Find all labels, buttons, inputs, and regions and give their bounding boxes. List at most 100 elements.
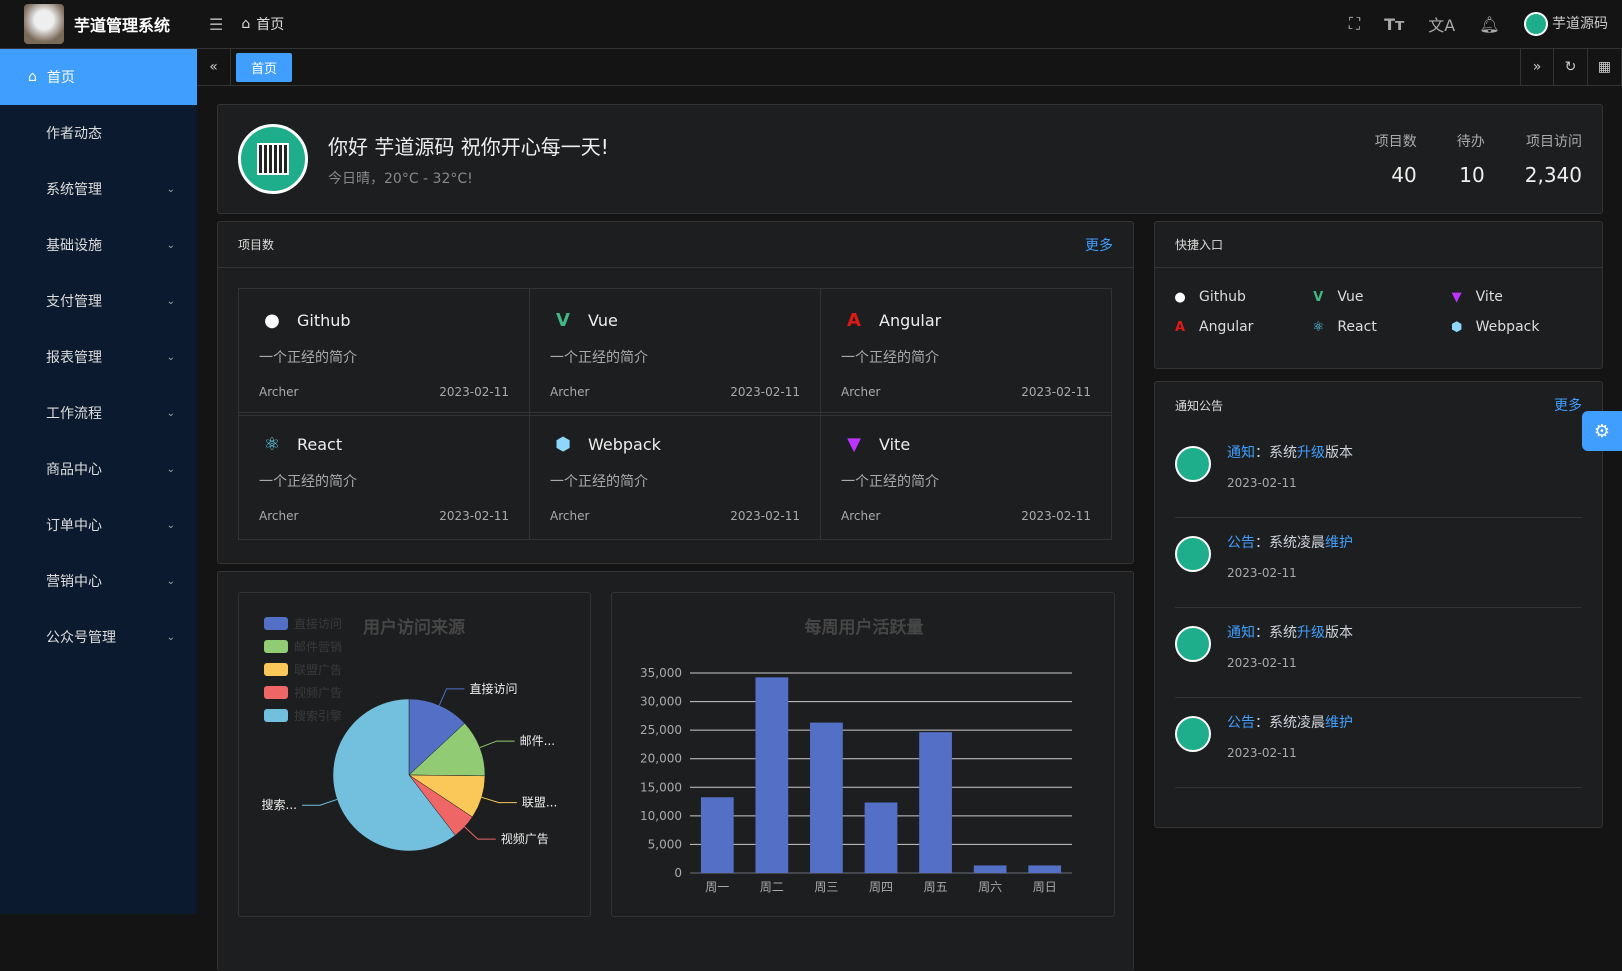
legend-label: 搜索引擎 — [294, 708, 342, 723]
projects-more-link[interactable]: 更多 — [1085, 235, 1113, 255]
legend-label: 直接访问 — [294, 616, 342, 631]
project-name: React — [297, 435, 342, 454]
project-name: Vite — [879, 435, 910, 454]
home-icon: ⌂ — [28, 69, 37, 85]
sidebar-item[interactable]: ⌂首页 — [0, 49, 197, 105]
project-desc: 一个正经的简介 — [550, 347, 800, 367]
font-size-icon[interactable]: Tт — [1384, 15, 1404, 34]
sidebar-item[interactable]: 作者动态 — [0, 105, 197, 161]
sidebar-item[interactable]: 订单中心⌄ — [0, 497, 197, 553]
notice-text: ：系统 — [1255, 445, 1297, 461]
sidebar-item[interactable]: 支付管理⌄ — [0, 273, 197, 329]
x-tick-label: 周日 — [1033, 880, 1057, 894]
menu-toggle-icon[interactable]: ☰ — [209, 15, 223, 34]
sidebar-item-label: 工作流程 — [46, 403, 102, 423]
refresh-icon[interactable]: ↻ — [1554, 49, 1588, 86]
project-date: 2023-02-11 — [730, 509, 800, 523]
sidebar-item[interactable]: 工作流程 ⌄ — [0, 385, 197, 441]
chevron-down-icon: ⌄ — [167, 184, 175, 195]
webpack-icon: ⬢ — [1448, 318, 1466, 336]
project-name: Vue — [588, 311, 618, 330]
notice-type: 通知 — [1227, 445, 1255, 461]
tab-home[interactable]: 首页 — [236, 53, 292, 82]
legend-swatch — [264, 686, 288, 699]
quick-entry[interactable]: ●Github — [1171, 288, 1309, 306]
project-name: Webpack — [588, 435, 661, 454]
sidebar-item[interactable]: 系统管理 ⌄ — [0, 161, 197, 217]
sidebar-item-label: 支付管理 — [46, 291, 102, 311]
x-tick-label: 周四 — [869, 880, 893, 894]
settings-button[interactable]: ⚙ — [1582, 411, 1622, 451]
sidebar-item[interactable]: 基础设施⌄ — [0, 217, 197, 273]
chevron-down-icon: ⌄ — [167, 520, 175, 531]
stat-label: 待办 — [1457, 131, 1485, 151]
quick-entry[interactable]: ⚛React — [1309, 318, 1447, 336]
notice-type: 通知 — [1227, 625, 1255, 641]
sidebar-item-label: 系统管理 — [46, 179, 102, 199]
project-author: Archer — [550, 385, 589, 399]
chevron-down-icon: ⌄ — [167, 408, 175, 419]
sidebar-item-label: 作者动态 — [46, 123, 102, 143]
slice-label: 搜索... — [262, 797, 297, 812]
notice-text: ：系统 — [1255, 625, 1297, 641]
y-tick-label: 30,000 — [640, 695, 682, 709]
stat-value: 40 — [1375, 163, 1417, 187]
breadcrumb[interactable]: ⌂首页 — [241, 14, 284, 34]
greeting: 你好 芋道源码 祝你开心每一天! — [328, 131, 609, 160]
bar — [810, 723, 843, 873]
project-author: Archer — [841, 509, 880, 523]
sidebar-item-label: 报表管理 — [46, 347, 102, 367]
user-avatar — [238, 124, 308, 194]
user-menu[interactable]: 芋道源码 — [1524, 12, 1608, 36]
fullscreen-icon[interactable]: ⛶ — [1349, 14, 1360, 34]
label-line — [439, 689, 464, 706]
sidebar-item-label: 营销中心 — [46, 571, 102, 591]
y-tick-label: 35,000 — [640, 666, 682, 680]
sidebar-item[interactable]: 商品中心⌄ — [0, 441, 197, 497]
notice-more-link[interactable]: 更多 — [1554, 395, 1582, 415]
bar — [755, 677, 788, 873]
sidebar-item-label: 基础设施 — [46, 235, 102, 255]
react-icon: ⚛ — [1309, 318, 1327, 336]
scroll-right-icon[interactable]: » — [1520, 49, 1554, 86]
sidebar-item[interactable]: 公众号管理⌄ — [0, 609, 197, 665]
angular-icon: A — [841, 307, 867, 333]
sidebar-item[interactable]: 报表管理⌄ — [0, 329, 197, 385]
sidebar-item[interactable]: 营销中心⌄ — [0, 553, 197, 609]
project-name: Angular — [879, 311, 941, 330]
sidebar-item-label: 公众号管理 — [46, 627, 116, 647]
logo[interactable]: 芋道管理系统 — [0, 4, 197, 44]
notice-highlight: 升级 — [1297, 445, 1325, 461]
github-icon: ● — [1171, 288, 1189, 306]
quick-entry[interactable]: ⬢Webpack — [1448, 318, 1586, 336]
main-content: « 首页 » ↻ ▦ 你好 芋道源码 祝你开心每一天! 今日晴，20°C - 3… — [197, 49, 1622, 914]
quick-entry[interactable]: ▼Vite — [1448, 288, 1586, 306]
grid-menu-icon[interactable]: ▦ — [1588, 49, 1622, 86]
y-tick-label: 10,000 — [640, 809, 682, 823]
translate-icon[interactable]: 文A — [1428, 12, 1455, 36]
scroll-left-icon[interactable]: « — [197, 49, 231, 86]
tab-bar: « 首页 » ↻ ▦ — [197, 49, 1622, 86]
project-date: 2023-02-11 — [730, 385, 800, 399]
notice-highlight: 维护 — [1325, 715, 1353, 731]
chart-title: 每周用户活跃量 — [805, 617, 924, 638]
x-tick-label: 周二 — [760, 880, 784, 894]
vite-icon: ▼ — [841, 431, 867, 457]
legend-label: 视频广告 — [294, 685, 342, 700]
bell-icon[interactable]: 🔔︎ — [1479, 15, 1499, 34]
app-title: 芋道管理系统 — [74, 12, 170, 36]
